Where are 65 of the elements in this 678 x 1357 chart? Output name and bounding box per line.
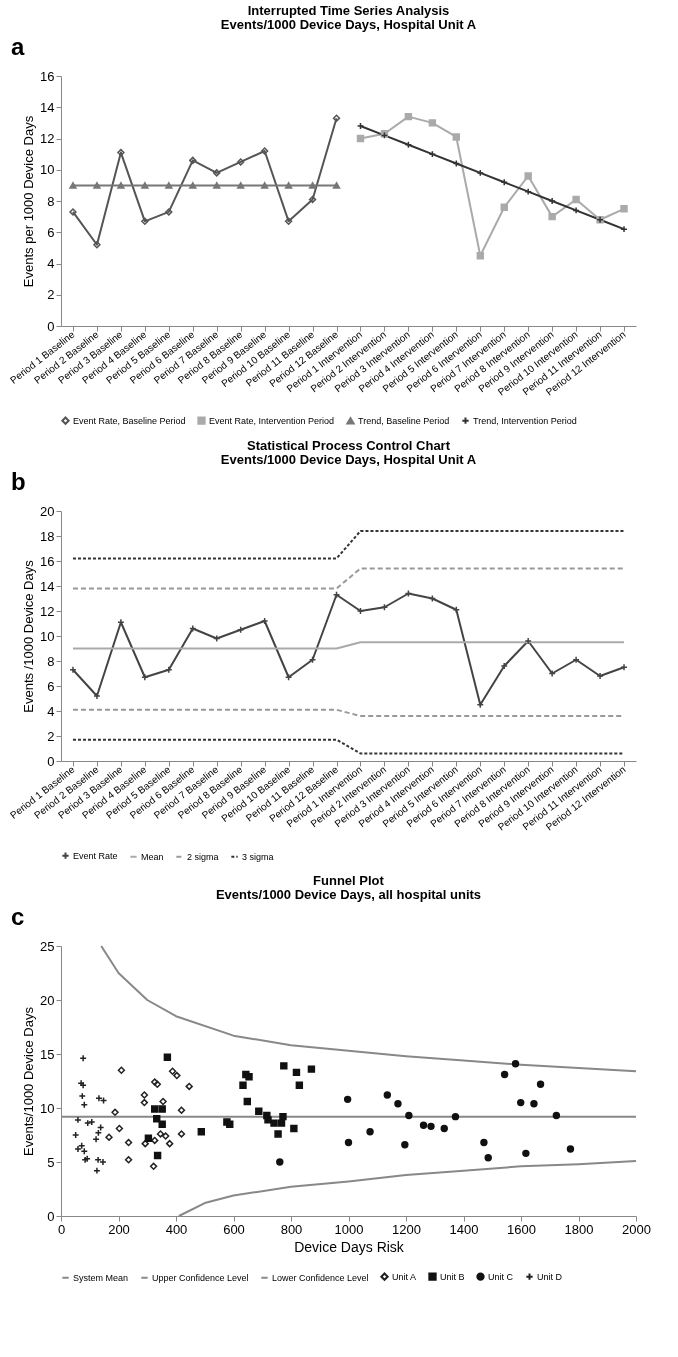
- chart-title: Interrupted Time Series Analysis: [247, 3, 450, 18]
- x-tick-label: 1400: [449, 1221, 479, 1237]
- x-tick-label: 600: [223, 1221, 245, 1237]
- y-tick-label: 16: [40, 68, 55, 84]
- legend-label: Lower Confidence Level: [272, 1272, 369, 1283]
- y-axis-title: Events /1000 Device Days: [21, 559, 37, 713]
- y-tick-label: 0: [47, 1208, 55, 1224]
- y-axis-title: Events/1000 Device Days: [21, 1006, 37, 1156]
- text: b: [11, 468, 26, 495]
- legend-label: 3 sigma: [242, 851, 274, 862]
- y-tick-label: 15: [40, 1046, 55, 1062]
- legend-label: Trend, Baseline Period: [358, 415, 450, 426]
- y-tick-label: 4: [47, 256, 55, 271]
- y-tick-label: 14: [40, 578, 55, 594]
- legend-label: Unit B: [440, 1271, 465, 1282]
- legend-label: Event Rate, Baseline Period: [73, 415, 186, 426]
- legend-label: Trend, Intervention Period: [473, 415, 577, 426]
- chart-title: Funnel Plot: [313, 873, 385, 888]
- legend-label: 2 sigma: [187, 851, 219, 862]
- legend-label: Unit C: [488, 1271, 514, 1282]
- legend-label: Event Rate, Intervention Period: [209, 415, 335, 426]
- y-tick-label: 0: [47, 753, 55, 769]
- legend-label: Mean: [141, 851, 164, 862]
- y-tick-label: 14: [40, 99, 55, 115]
- y-tick-label: 12: [40, 131, 55, 146]
- y-tick-label: 2: [47, 287, 55, 303]
- x-tick-label: 1800: [564, 1221, 594, 1237]
- x-axis-title: Device Days Risk: [294, 1238, 405, 1255]
- y-tick-label: 4: [47, 703, 55, 719]
- legend-label: Unit A: [392, 1271, 417, 1282]
- x-tick-label: 400: [165, 1221, 188, 1237]
- legend-label: Upper Confidence Level: [152, 1272, 249, 1283]
- y-tick-label: 18: [40, 528, 55, 544]
- chart-title: Statistical Process Control Chart: [247, 438, 451, 453]
- x-tick-label: 800: [280, 1221, 303, 1237]
- y-tick-label: 25: [40, 938, 55, 954]
- text: a: [11, 33, 25, 60]
- chart-subtitle: Events/1000 Device Days, Hospital Unit A: [220, 452, 477, 467]
- x-tick-label: 1000: [334, 1221, 364, 1237]
- y-tick-label: 5: [47, 1154, 55, 1170]
- y-tick-label: 10: [40, 162, 55, 178]
- chart-subtitle: Events/1000 Device Days, Hospital Unit A: [220, 17, 477, 32]
- legend-label: Event Rate: [73, 850, 118, 861]
- y-tick-label: 20: [40, 503, 55, 519]
- text: c: [11, 903, 25, 930]
- y-tick-label: 20: [40, 992, 55, 1008]
- chart-subtitle: Events/1000 Device Days, all hospital units: [215, 887, 482, 902]
- y-tick-label: 10: [40, 628, 55, 644]
- y-tick-label: 6: [47, 224, 55, 240]
- legend-label: Unit D: [537, 1271, 563, 1282]
- x-tick-label: 1200: [392, 1221, 421, 1237]
- y-tick-label: 10: [40, 1100, 55, 1116]
- x-tick-label: 200: [108, 1221, 130, 1237]
- x-tick-label: 1600: [507, 1221, 536, 1237]
- x-tick-label: 0: [57, 1221, 66, 1237]
- y-tick-label: 2: [47, 728, 55, 744]
- y-tick-label: 0: [47, 318, 55, 334]
- y-tick-label: 8: [47, 653, 55, 669]
- y-axis-title: Events per 1000 Device Days: [21, 115, 37, 288]
- y-tick-label: 16: [40, 553, 55, 569]
- x-tick-label: 2000: [622, 1221, 651, 1237]
- y-tick-label: 8: [47, 193, 55, 209]
- legend-label: System Mean: [73, 1272, 129, 1283]
- y-tick-label: 6: [47, 678, 55, 694]
- y-tick-label: 12: [40, 603, 55, 619]
